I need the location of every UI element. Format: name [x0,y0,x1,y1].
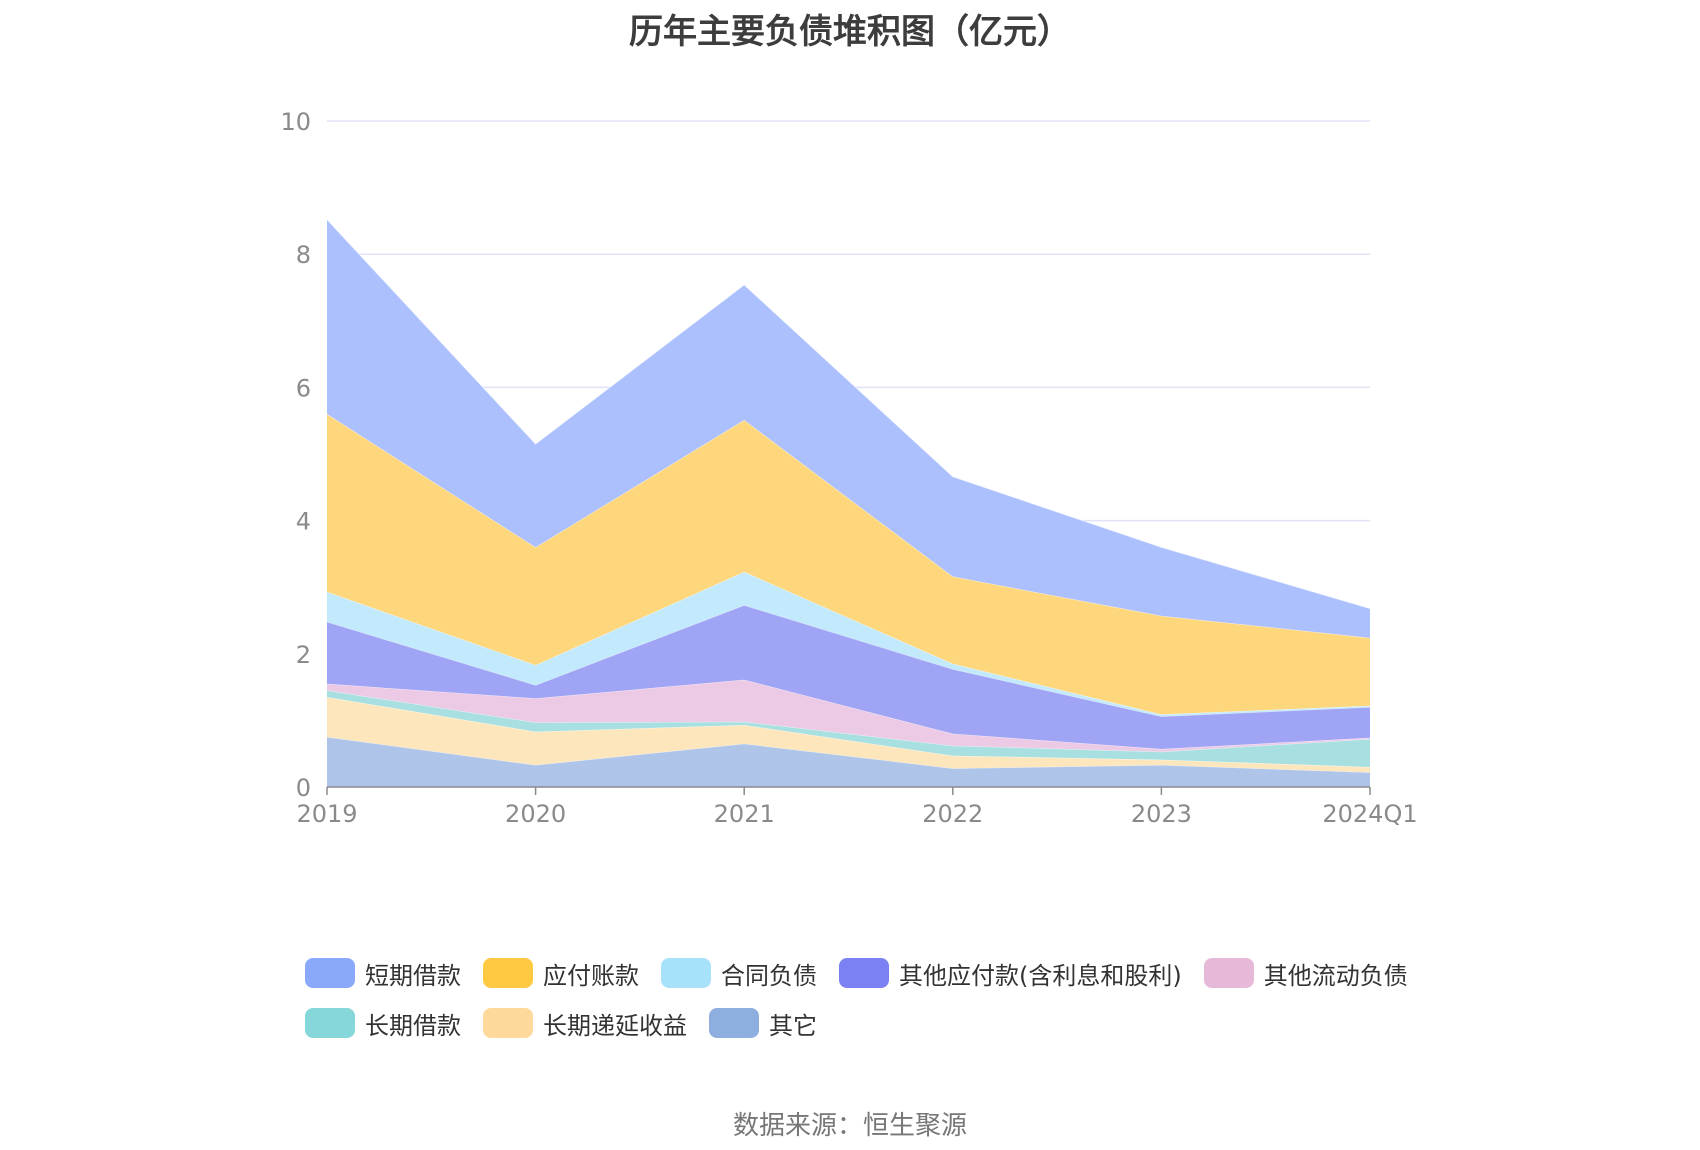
legend-item[interactable]: 长期借款 [305,1005,461,1041]
y-tick-label: 8 [296,241,311,269]
legend-swatch [1203,958,1254,988]
legend-label: 短期借款 [365,961,461,990]
y-tick-label: 0 [296,774,311,802]
legend-swatch [305,1008,355,1038]
x-tick-label: 2023 [1131,800,1192,828]
area-1 [327,697,1370,773]
legend-item[interactable]: 其他应付款(含利息和股利) [839,955,1182,991]
legend-label: 长期借款 [365,1011,461,1040]
area-edge-7 [326,219,1371,609]
x-tick-label: 2019 [296,800,357,828]
legend-item[interactable]: 长期递延收益 [483,1005,687,1041]
y-tick-label: 2 [296,641,311,669]
legend-swatch [661,958,711,988]
legend-item[interactable]: 应付账款 [483,955,639,991]
y-tick-label: 4 [296,508,311,536]
legend-swatch [305,958,355,988]
legend-label: 其他应付款(含利息和股利) [899,961,1182,990]
y-tick-label: 10 [280,108,311,136]
x-axis-ticks: 2019 2020 2021 2022 2023 2024Q1 [296,787,1418,828]
x-tick-label: 2020 [505,800,566,828]
legend-label: 长期递延收益 [543,1011,687,1040]
legend-item[interactable]: 其它 [709,1005,817,1041]
area-7 [327,219,1370,638]
area-6 [327,414,1370,715]
chart-title: 历年主要负债堆积图（亿元） [629,12,1071,52]
legend-swatch [709,1008,759,1038]
x-tick-label: 2024Q1 [1322,800,1417,828]
legend-label: 其他流动负债 [1263,961,1408,990]
y-tick-label: 6 [296,374,311,402]
legend-label: 应付账款 [543,961,639,990]
area-2 [327,690,1370,768]
legend-label: 其它 [769,1011,817,1040]
legend-item[interactable]: 其他流动负债 [1203,955,1408,991]
area-3 [327,679,1370,752]
legend-swatch [483,958,533,988]
y-axis-ticks: 0 2 4 6 8 10 [280,108,311,802]
legend-label: 合同负债 [721,961,817,990]
legend-item[interactable]: 短期借款 [305,955,461,991]
data-source: 数据来源：恒生聚源 [732,1111,967,1141]
area-0 [327,737,1370,787]
x-tick-label: 2021 [714,800,775,828]
area-4 [327,605,1370,750]
legend-item[interactable]: 合同负债 [661,955,817,991]
area-series [326,219,1371,787]
x-tick-label: 2022 [922,800,983,828]
legend: 短期借款 应付账款 合同负债 其他应付款(含利息和股利) 其他流动负债长期借款 长期递延收… [305,955,1505,1041]
legend-swatch [483,1008,533,1038]
legend-swatch [839,958,889,988]
